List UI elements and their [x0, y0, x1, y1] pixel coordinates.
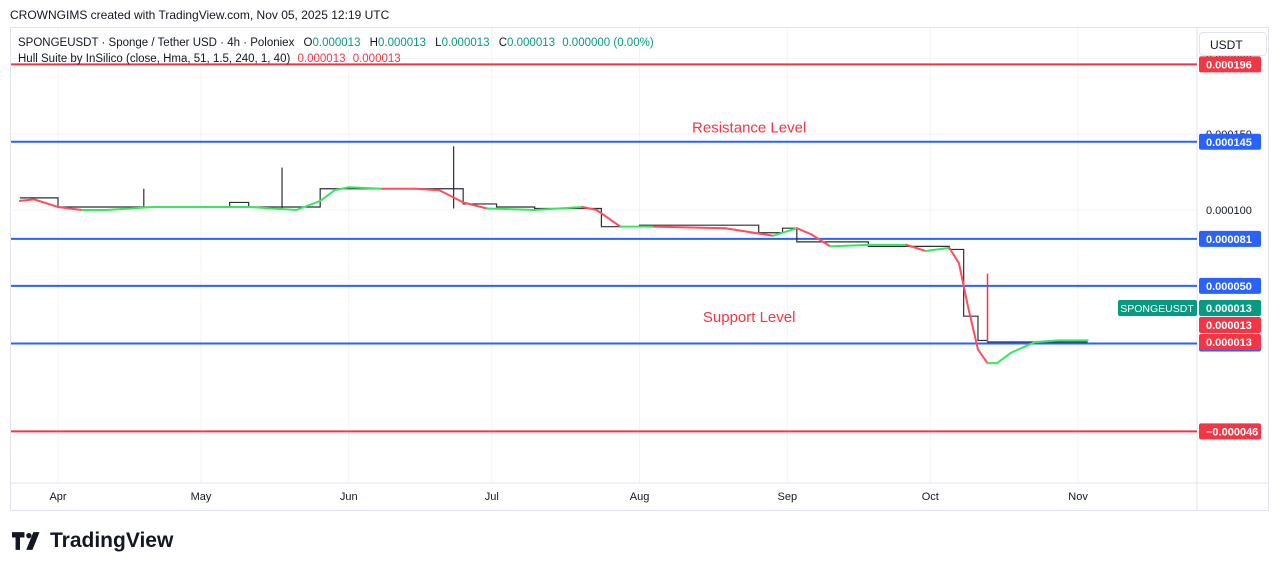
- hull-segment: [905, 243, 927, 252]
- symbol-title: SPONGEUSDT · Sponge / Tether USD · 4h · …: [18, 37, 295, 49]
- hull-segment: [924, 246, 951, 252]
- hull-segment: [33, 198, 59, 208]
- hull-segment: [772, 227, 798, 237]
- hull-segment: [996, 351, 1013, 365]
- x-tick-label: Nov: [1068, 491, 1088, 503]
- x-tick-label: Jul: [485, 491, 499, 503]
- x-tick-label: Oct: [922, 491, 939, 503]
- watermark-header: CROWNGIMS created with TradingView.com, …: [10, 8, 390, 22]
- hull-segment: [438, 189, 465, 204]
- price-line[interactable]: [19, 188, 1088, 343]
- legend-indicator-row[interactable]: Hull Suite by InSilico (close, Hma, 51, …: [18, 51, 654, 67]
- low-label: L: [435, 37, 442, 49]
- hull-segment: [533, 205, 584, 211]
- hull-segment: [652, 225, 727, 230]
- current-price-label-bg: [1199, 333, 1261, 350]
- currency-unit-button[interactable]: USDT: [1199, 32, 1267, 56]
- indicator-value-1: 0.000013: [297, 53, 346, 65]
- hull-segment: [795, 227, 813, 236]
- hull-segment: [414, 187, 441, 192]
- hull-segment: [333, 186, 350, 192]
- level-price-label: 0.000050: [1206, 281, 1252, 293]
- hull-segment: [724, 227, 774, 237]
- indicator-title: Hull Suite by InSilico (close, Hma, 51, …: [18, 53, 291, 65]
- level-price-label: 0.000145: [1206, 137, 1252, 149]
- current-price-label: 0.000013: [1206, 303, 1252, 315]
- level-price-label-bg: [1199, 56, 1261, 73]
- level-price-label-bg: [1199, 133, 1261, 150]
- hull-segment: [347, 186, 384, 190]
- x-tick-label: Aug: [630, 491, 650, 503]
- chart-frame[interactable]: [10, 27, 1269, 511]
- low-value: 0.000013: [441, 37, 490, 49]
- x-tick-label: Sep: [778, 491, 798, 503]
- tradingview-brand: TradingView: [50, 529, 174, 552]
- indicator-value-2: 0.000013: [352, 53, 401, 65]
- high-label: H: [369, 37, 378, 49]
- close-value: 0.000013: [507, 37, 556, 49]
- legend-symbol-row[interactable]: SPONGEUSDT · Sponge / Tether USD · 4h · …: [18, 35, 654, 51]
- legend: SPONGEUSDT · Sponge / Tether USD · 4h · …: [18, 35, 654, 67]
- annotation-label: Resistance Level: [692, 120, 806, 137]
- hull-segment: [967, 307, 979, 351]
- level-price-label-bg: [1199, 277, 1261, 294]
- hull-segment: [581, 205, 598, 211]
- annotation-label: Support Level: [703, 309, 796, 326]
- hull-segment: [948, 246, 960, 265]
- current-price-label: 0.000013: [1206, 337, 1252, 349]
- hull-segment: [976, 348, 989, 365]
- symbol-tag-bg: [1118, 299, 1197, 316]
- x-tick-label: Apr: [49, 491, 66, 503]
- tradingview-footer[interactable]: TradingView: [12, 529, 173, 553]
- hull-segment: [104, 205, 155, 211]
- level-price-label: 0.000196: [1206, 59, 1252, 71]
- close-label: C: [498, 37, 508, 49]
- tradingview-logo-icon: [12, 532, 40, 550]
- current-price-label: 0.000013: [1206, 320, 1252, 332]
- level-price-label-bg: [1199, 230, 1261, 247]
- level-price-label: −0.000046: [1206, 426, 1258, 438]
- hull-segment: [1034, 339, 1060, 343]
- hull-segment: [957, 262, 970, 310]
- hull-segment: [57, 205, 83, 211]
- current-price-label-bg: [1199, 316, 1261, 333]
- level-price-label: 0.000081: [1206, 234, 1252, 246]
- current-price-label-bg: [1199, 299, 1261, 316]
- high-value: 0.000013: [377, 37, 426, 49]
- y-tick-label: 0.000100: [1206, 205, 1252, 217]
- hull-segment: [595, 209, 622, 228]
- open-label: O: [303, 37, 313, 49]
- hull-segment: [462, 201, 488, 210]
- hull-segment: [829, 243, 870, 248]
- x-tick-label: May: [191, 491, 212, 503]
- hull-segment: [295, 199, 322, 211]
- hull-segment: [1010, 340, 1037, 354]
- hull-segment: [810, 233, 832, 248]
- change-value: 0.000000 (0.00%): [562, 37, 654, 49]
- hull-segment: [18, 198, 36, 202]
- level-price-label-bg: [1199, 423, 1261, 440]
- x-tick-label: Jun: [340, 491, 358, 503]
- symbol-tag: SPONGEUSDT: [1120, 303, 1194, 315]
- hull-segment: [247, 205, 298, 211]
- hull-segment: [319, 189, 336, 202]
- open-value: 0.000013: [312, 37, 361, 49]
- hull-segment: [486, 207, 536, 211]
